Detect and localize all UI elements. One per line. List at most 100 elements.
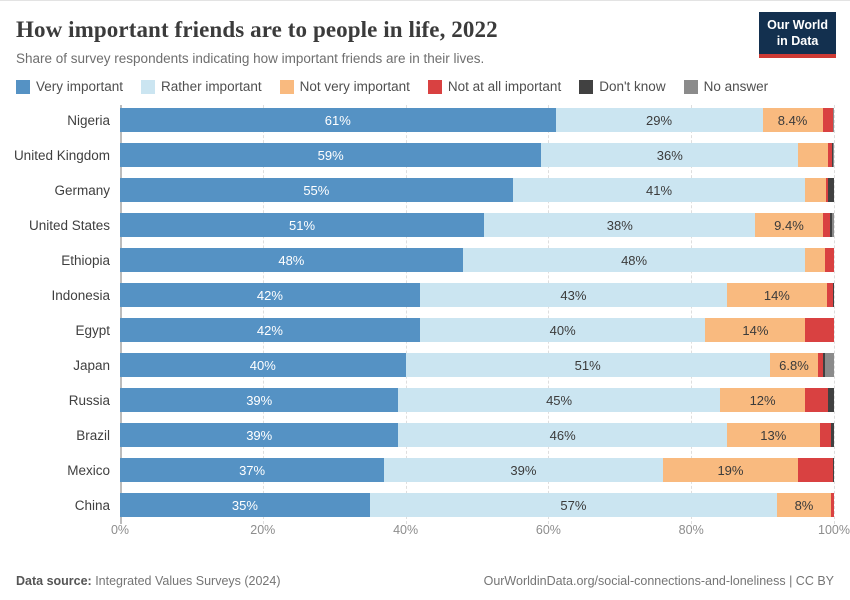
segment-not-very-important[interactable]: [805, 178, 827, 202]
legend-item-rather-important[interactable]: Rather important: [141, 79, 262, 94]
segment-not-at-all-important[interactable]: [819, 423, 832, 447]
segment-value-label: 8.4%: [777, 112, 808, 128]
segment-not-very-important[interactable]: 9.4%: [755, 213, 823, 237]
segment-no-answer[interactable]: [833, 108, 834, 132]
segment-very-important[interactable]: 51%: [120, 213, 485, 237]
segment-don-t-know[interactable]: [831, 423, 834, 447]
segment-not-at-all-important[interactable]: [831, 493, 834, 517]
segment-not-very-important[interactable]: [798, 143, 829, 167]
axis-tick-0: 0%: [110, 523, 130, 537]
segment-rather-important[interactable]: 39%: [384, 458, 663, 482]
segment-not-very-important[interactable]: 8%: [776, 493, 832, 517]
bar-row-germany: Germany 55% 41%: [54, 178, 834, 202]
segment-value-label: 51%: [574, 357, 601, 373]
owid-logo[interactable]: Our World in Data: [759, 12, 836, 59]
segment-don-t-know[interactable]: [832, 458, 834, 482]
segment-not-at-all-important[interactable]: [825, 248, 834, 272]
segment-not-very-important[interactable]: 14%: [726, 283, 827, 307]
segment-very-important[interactable]: 42%: [120, 283, 420, 307]
axis-tick-20: 20%: [250, 523, 276, 537]
segment-very-important[interactable]: 40%: [120, 353, 406, 377]
segment-not-very-important[interactable]: 14%: [705, 318, 806, 342]
segment-not-at-all-important[interactable]: [826, 178, 828, 202]
segment-very-important[interactable]: 35%: [120, 493, 370, 517]
segment-not-very-important[interactable]: 19%: [662, 458, 799, 482]
segment-not-at-all-important[interactable]: [805, 318, 834, 342]
legend-label: Very important: [36, 79, 124, 94]
segment-rather-important[interactable]: 46%: [398, 423, 727, 447]
segment-don-t-know[interactable]: [831, 143, 834, 167]
segment-very-important[interactable]: 55%: [120, 178, 513, 202]
segment-value-label: 14%: [742, 322, 769, 338]
segment-not-very-important[interactable]: 8.4%: [762, 108, 823, 132]
segment-no-answer[interactable]: [833, 143, 834, 167]
segment-value-label: 43%: [560, 287, 587, 303]
segment-no-answer[interactable]: [824, 353, 834, 377]
segment-not-very-important[interactable]: 12%: [719, 388, 806, 412]
segment-don-t-know[interactable]: [823, 353, 825, 377]
segment-not-at-all-important[interactable]: [826, 283, 834, 307]
segment-value-label: 39%: [246, 427, 273, 443]
segment-not-at-all-important[interactable]: [818, 353, 824, 377]
legend-label: Don't know: [599, 79, 666, 94]
segment-very-important[interactable]: 61%: [120, 108, 556, 132]
segment-not-very-important[interactable]: 6.8%: [769, 353, 819, 377]
legend-item-not-very-important[interactable]: Not very important: [279, 79, 410, 94]
segment-value-label: 39%: [246, 392, 273, 408]
segment-not-very-important[interactable]: [805, 248, 826, 272]
bar-row-russia: Russia 39% 45% 12%: [69, 388, 834, 412]
legend-swatch-icon: [279, 79, 294, 94]
legend-item-not-at-all-important[interactable]: Not at all important: [427, 79, 561, 94]
segment-rather-important[interactable]: 51%: [405, 353, 770, 377]
segment-very-important[interactable]: 59%: [120, 143, 542, 167]
segment-not-very-important[interactable]: 13%: [726, 423, 820, 447]
segment-don-t-know[interactable]: [829, 213, 832, 237]
segment-value-label: 6.8%: [779, 357, 809, 373]
attribution-link[interactable]: OurWorldinData.org/social-connections-an…: [483, 574, 834, 588]
segment-rather-important[interactable]: 38%: [484, 213, 756, 237]
bar-row-japan: Japan 40% 51% 6.8%: [73, 353, 834, 377]
segment-very-important[interactable]: 37%: [120, 458, 385, 482]
segment-value-label: 19%: [717, 462, 744, 478]
bar-row-ethiopia: Ethiopia 48% 48%: [61, 248, 834, 272]
segment-not-at-all-important[interactable]: [822, 108, 833, 132]
segment-value-label: 40%: [549, 322, 576, 338]
footer: Data source: Integrated Values Surveys (…: [16, 574, 834, 588]
segment-rather-important[interactable]: 45%: [398, 388, 720, 412]
legend-item-no-answer[interactable]: No answer: [683, 79, 769, 94]
gridline-100: [834, 105, 835, 524]
segment-don-t-know[interactable]: [828, 388, 834, 412]
segment-value-label: 42%: [256, 287, 283, 303]
segment-value-label: 12%: [749, 392, 776, 408]
segment-not-at-all-important[interactable]: [805, 388, 829, 412]
axis-tick-80: 80%: [678, 523, 704, 537]
bar-row-indonesia: Indonesia 42% 43% 14%: [51, 283, 834, 307]
segment-very-important[interactable]: 39%: [120, 423, 399, 447]
segment-not-at-all-important[interactable]: [828, 143, 832, 167]
country-label: Indonesia: [51, 287, 110, 303]
segment-rather-important[interactable]: 41%: [512, 178, 806, 202]
segment-rather-important[interactable]: 40%: [419, 318, 706, 342]
segment-very-important[interactable]: 39%: [120, 388, 399, 412]
segment-rather-important[interactable]: 29%: [555, 108, 763, 132]
legend-label: No answer: [703, 79, 769, 94]
segment-rather-important[interactable]: 57%: [369, 493, 777, 517]
segment-not-at-all-important[interactable]: [822, 213, 830, 237]
legend-item-very-important[interactable]: Very important: [16, 79, 123, 94]
segment-rather-important[interactable]: 43%: [419, 283, 727, 307]
segment-don-t-know[interactable]: [832, 108, 834, 132]
segment-not-at-all-important[interactable]: [798, 458, 833, 482]
segment-rather-important[interactable]: 36%: [541, 143, 799, 167]
segment-don-t-know[interactable]: [833, 283, 834, 307]
segment-very-important[interactable]: 42%: [120, 318, 420, 342]
segment-no-answer[interactable]: [831, 213, 834, 237]
segment-value-label: 42%: [256, 322, 283, 338]
segment-don-t-know[interactable]: [827, 178, 834, 202]
legend-item-don-t-know[interactable]: Don't know: [579, 79, 666, 94]
legend-swatch-icon: [683, 79, 698, 94]
segment-rather-important[interactable]: 48%: [462, 248, 806, 272]
segment-value-label: 55%: [303, 182, 330, 198]
segment-value-label: 13%: [760, 427, 787, 443]
segment-very-important[interactable]: 48%: [120, 248, 463, 272]
